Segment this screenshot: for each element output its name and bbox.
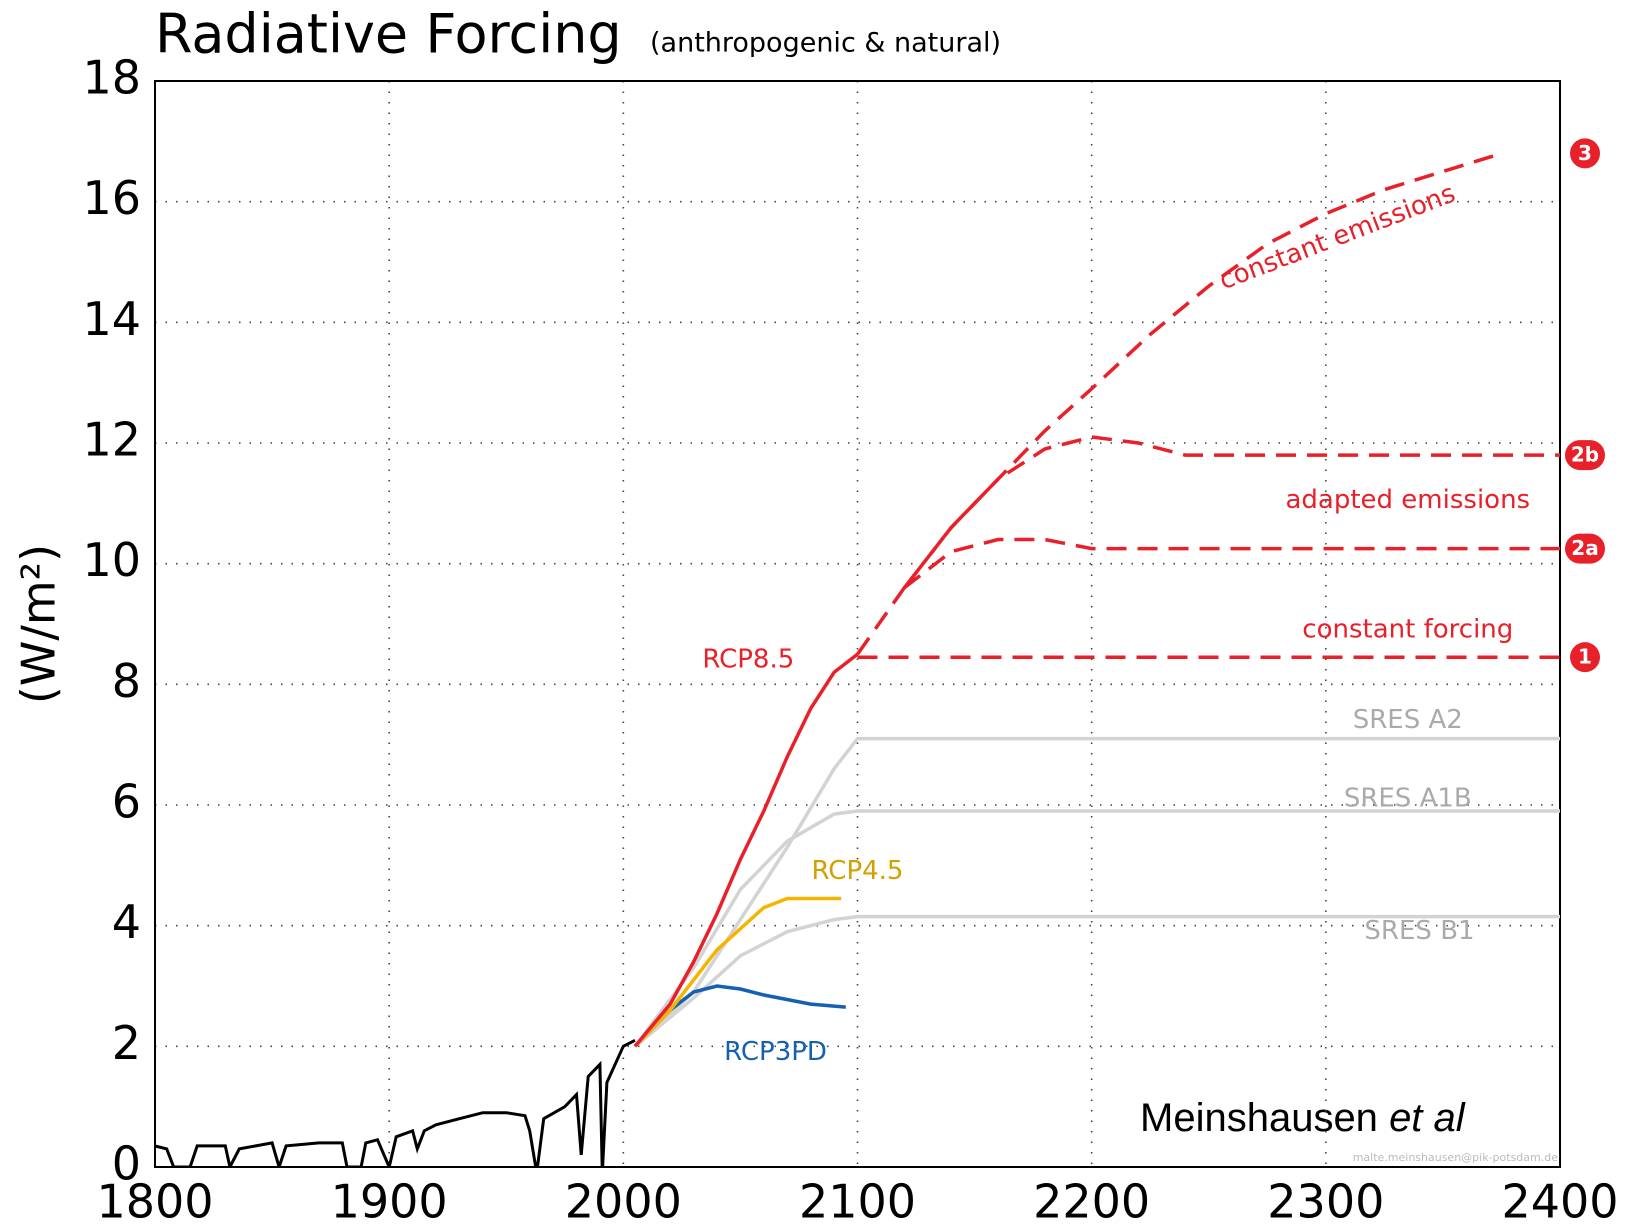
x-tick-label: 1900 bbox=[331, 1175, 448, 1228]
y-tick-label: 18 bbox=[82, 51, 141, 105]
watermark: malte.meinshausen@pik-potsdam.de bbox=[1353, 1151, 1559, 1164]
y-tick-label: 4 bbox=[112, 895, 141, 949]
marker-label: 2b bbox=[1571, 443, 1599, 467]
series-line bbox=[633, 809, 1560, 1048]
marker-label: 3 bbox=[1578, 141, 1592, 165]
x-tick-label: 2300 bbox=[1267, 1175, 1384, 1228]
y-tick-label: 10 bbox=[82, 533, 141, 587]
credit-author: Meinshausen bbox=[1140, 1096, 1378, 1140]
series-line bbox=[633, 896, 842, 1048]
chart-subtitle: (anthropogenic & natural) bbox=[650, 28, 1001, 59]
plot-frame bbox=[154, 80, 1561, 1168]
credit-etal: et al bbox=[1389, 1096, 1466, 1140]
chart-title: Radiative Forcing bbox=[155, 3, 622, 66]
annotation: constant emissions bbox=[1215, 179, 1459, 297]
y-tick-label: 12 bbox=[82, 413, 141, 467]
marker-badge bbox=[1570, 642, 1600, 673]
series-line bbox=[856, 151, 1503, 656]
y-axis-label: (W/m²) bbox=[12, 544, 66, 704]
series-label: SRES A2 bbox=[1353, 705, 1463, 735]
series-label: SRES B1 bbox=[1364, 916, 1474, 946]
y-tick-label: 0 bbox=[112, 1137, 141, 1191]
annotation: adapted emissions bbox=[1285, 485, 1530, 515]
x-tick-label: 2000 bbox=[565, 1175, 682, 1228]
marker-badge bbox=[1570, 138, 1600, 169]
marker-label: 2a bbox=[1571, 536, 1598, 560]
marker-label: 1 bbox=[1578, 645, 1592, 669]
x-tick-label: 1800 bbox=[96, 1175, 213, 1228]
series-line bbox=[633, 652, 859, 1048]
y-tick-label: 8 bbox=[112, 654, 141, 708]
y-tick-label: 6 bbox=[112, 775, 141, 829]
series-label: RCP8.5 bbox=[702, 645, 794, 675]
credit: Meinshausen et al bbox=[1140, 1096, 1466, 1140]
x-tick-label: 2100 bbox=[799, 1175, 916, 1228]
x-tick-label: 2200 bbox=[1033, 1175, 1150, 1228]
marker-badge bbox=[1565, 533, 1605, 564]
series-label: RCP3PD bbox=[724, 1037, 827, 1067]
series-line bbox=[902, 435, 1560, 589]
series-label: RCP4.5 bbox=[812, 856, 904, 886]
series-label: SRES A1B bbox=[1344, 783, 1472, 813]
y-tick-label: 14 bbox=[82, 292, 141, 346]
series-line bbox=[633, 914, 1560, 1048]
series-line bbox=[903, 537, 1560, 590]
marker-badge bbox=[1565, 440, 1605, 471]
y-tick-label: 2 bbox=[112, 1016, 141, 1070]
annotation: constant forcing bbox=[1302, 615, 1513, 645]
series-line bbox=[155, 1038, 636, 1168]
x-tick-label: 2400 bbox=[1501, 1175, 1618, 1228]
y-tick-label: 16 bbox=[82, 171, 141, 225]
